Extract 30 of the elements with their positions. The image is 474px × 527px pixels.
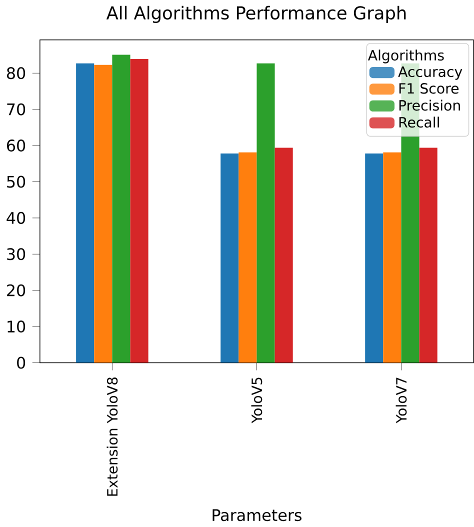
bar (383, 152, 402, 363)
legend-label: Recall (400, 116, 440, 128)
x-tick-label: YoloV7 (396, 378, 407, 424)
x-axis-title: Parameters (212, 509, 302, 522)
bar (220, 154, 239, 363)
y-tick-label: 30 (7, 248, 26, 260)
bar (130, 59, 148, 363)
y-tick-label: 10 (8, 320, 26, 333)
x-tick-label: Extension YoloV8 (106, 377, 118, 496)
legend-title: Algorithms (368, 50, 444, 64)
bar (256, 63, 275, 363)
x-tick-label: YoloV5 (251, 378, 262, 424)
bar (94, 64, 112, 363)
y-tick-label: 60 (7, 140, 26, 152)
y-tick-label: 80 (7, 67, 26, 80)
legend-label: Accuracy (398, 66, 462, 80)
bar (365, 154, 384, 363)
bar (238, 152, 257, 363)
y-tick-label: 70 (7, 103, 26, 116)
legend-label: F1 Score (400, 83, 459, 94)
y-tick-label: 50 (7, 176, 26, 188)
bar (76, 63, 94, 363)
chart-title: All Algorithms Performance Graph (106, 6, 406, 24)
y-tick-label: 0 (17, 356, 26, 369)
bar (112, 54, 130, 363)
y-tick-label: 40 (6, 212, 26, 224)
legend-label: Precision (400, 100, 460, 111)
bar (419, 148, 438, 363)
bar (274, 148, 293, 363)
y-tick-label: 20 (7, 284, 26, 296)
